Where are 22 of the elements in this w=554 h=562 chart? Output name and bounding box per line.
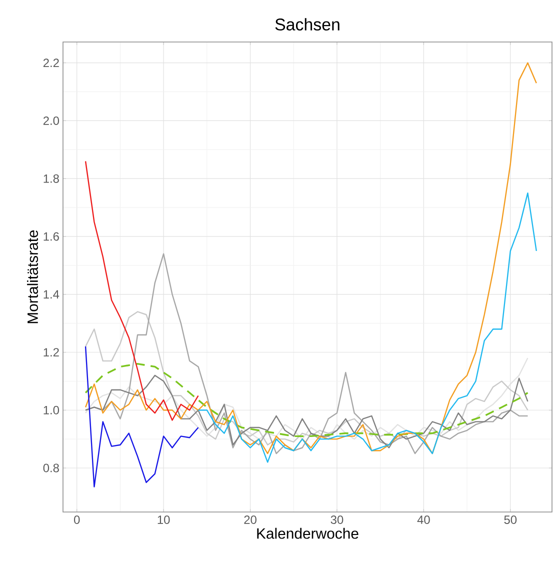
x-tick-label: 50: [504, 516, 517, 524]
y-tick-label: 1.4: [44, 290, 60, 298]
line-series: [198, 192, 537, 463]
x-tick-label: 0: [74, 516, 80, 524]
line-series: [84, 160, 199, 421]
y-tick-label: 1.6: [44, 232, 59, 241]
x-tick-label: 10: [158, 516, 170, 524]
y-tick-label: 1.8: [44, 174, 59, 183]
y-tick-label: 1.0: [44, 406, 60, 414]
line-series: [84, 62, 537, 454]
chart-title: Sachsen: [275, 18, 340, 31]
x-tick-label: 40: [417, 516, 430, 524]
line-series: [84, 311, 528, 446]
x-tick-label: 30: [330, 516, 344, 524]
y-tick-label: 0.8: [43, 464, 59, 472]
y-tick-label: 2.2: [43, 58, 59, 68]
y-axis-title: Mortalitätsrate: [27, 230, 38, 324]
x-tick-label: 20: [244, 516, 256, 524]
y-tick-label: 1.2: [44, 348, 59, 356]
x-axis-title: Kalenderwoche: [257, 528, 358, 539]
line-series: [84, 346, 199, 488]
y-tick-label: 2.0: [43, 116, 60, 125]
